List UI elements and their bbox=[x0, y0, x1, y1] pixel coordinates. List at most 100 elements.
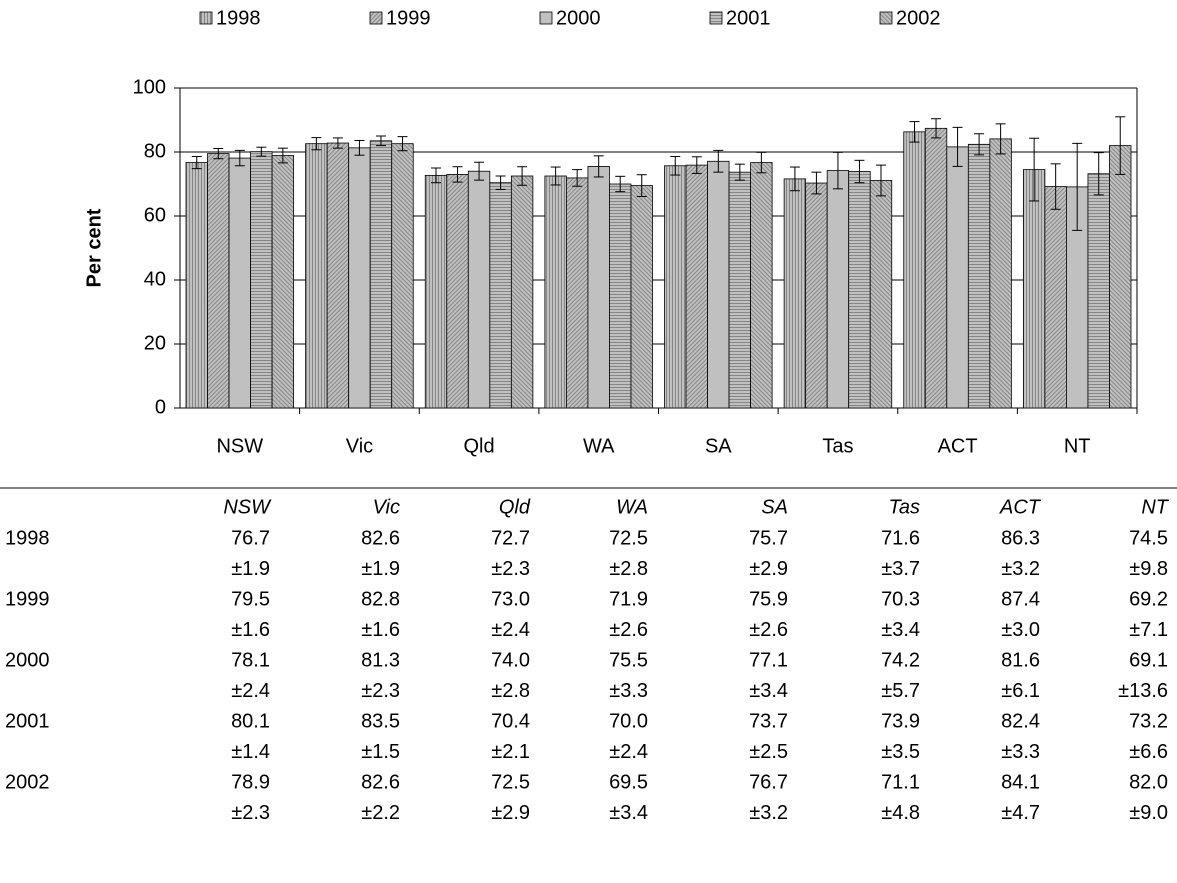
bar bbox=[489, 182, 512, 409]
bar bbox=[750, 162, 773, 409]
table-error: ±2.8 bbox=[491, 680, 530, 702]
error-bar bbox=[572, 169, 583, 187]
x-tick-label: NT bbox=[1064, 435, 1091, 457]
table-value: 87.4 bbox=[1001, 588, 1040, 610]
bar bbox=[424, 174, 448, 409]
bar bbox=[185, 162, 208, 409]
table-value: 78.9 bbox=[231, 771, 270, 793]
error-bar bbox=[995, 123, 1006, 155]
bar bbox=[989, 138, 1012, 409]
error-bar bbox=[636, 174, 647, 197]
error-bar bbox=[593, 155, 604, 178]
table-error: ±1.6 bbox=[231, 619, 270, 641]
table-error: ±6.6 bbox=[1129, 741, 1168, 763]
bar bbox=[609, 183, 632, 409]
table-value: 73.0 bbox=[491, 588, 530, 610]
table-error: ±3.2 bbox=[749, 802, 788, 824]
table-error: ±1.9 bbox=[361, 558, 400, 580]
bar bbox=[1109, 145, 1132, 409]
legend-label: 1999 bbox=[386, 7, 431, 29]
table-error: ±1.6 bbox=[361, 619, 400, 641]
table-error: ±3.3 bbox=[609, 680, 648, 702]
table-value: 73.7 bbox=[749, 710, 788, 732]
table-value: 82.4 bbox=[1001, 710, 1040, 732]
table-error: ±1.9 bbox=[231, 558, 270, 580]
table-value: 72.7 bbox=[491, 527, 530, 549]
error-bar bbox=[1072, 142, 1083, 231]
table-error: ±2.2 bbox=[361, 802, 400, 824]
table-value: 71.9 bbox=[609, 588, 648, 610]
table-value: 70.0 bbox=[609, 710, 648, 732]
error-bar bbox=[397, 136, 408, 152]
table-error: ±2.6 bbox=[609, 619, 648, 641]
table-value: 81.3 bbox=[361, 649, 400, 671]
error-bar bbox=[832, 151, 843, 190]
error-bar bbox=[311, 137, 322, 151]
error-bar bbox=[875, 164, 886, 197]
legend-swatch bbox=[539, 11, 553, 25]
table-error: ±3.2 bbox=[1001, 558, 1040, 580]
error-bar bbox=[550, 166, 561, 186]
bar bbox=[1022, 169, 1046, 409]
y-tick-label: 60 bbox=[144, 204, 166, 226]
table-header: WA bbox=[616, 496, 648, 518]
table-error: ±3.4 bbox=[749, 680, 788, 702]
table-error: ±3.3 bbox=[1001, 741, 1040, 763]
bar bbox=[1087, 173, 1110, 409]
table-error: ±2.1 bbox=[491, 741, 530, 763]
error-bar bbox=[474, 161, 485, 181]
table-error: ±3.4 bbox=[609, 802, 648, 824]
legend-label: 1998 bbox=[216, 7, 261, 29]
table-row-label: 1998 bbox=[5, 527, 50, 549]
table-header: Tas bbox=[888, 496, 920, 518]
bar bbox=[250, 151, 273, 409]
table-value: 84.1 bbox=[1001, 771, 1040, 793]
bar bbox=[805, 182, 828, 409]
table-error: ±2.4 bbox=[491, 619, 530, 641]
table-header: SA bbox=[761, 496, 788, 518]
table-value: 71.1 bbox=[881, 771, 920, 793]
x-tick-label: Vic bbox=[346, 435, 373, 457]
table-error: ±1.4 bbox=[231, 741, 270, 763]
table-value: 75.9 bbox=[749, 588, 788, 610]
error-bar bbox=[1029, 137, 1040, 202]
table-value: 76.7 bbox=[749, 771, 788, 793]
table-value: 78.1 bbox=[231, 649, 270, 671]
error-bar bbox=[713, 149, 724, 173]
y-tick-label: 40 bbox=[144, 268, 166, 290]
error-bar bbox=[1115, 116, 1126, 175]
bar bbox=[326, 142, 350, 409]
error-bar bbox=[1093, 152, 1104, 196]
x-tick-label: SA bbox=[705, 435, 732, 457]
legend-swatch bbox=[369, 11, 383, 25]
bar bbox=[305, 143, 328, 409]
bar bbox=[587, 165, 610, 409]
bar bbox=[967, 143, 991, 409]
table-value: 69.1 bbox=[1129, 649, 1168, 671]
bar bbox=[685, 164, 708, 409]
x-tick-label: Tas bbox=[822, 435, 853, 457]
table-value: 72.5 bbox=[609, 527, 648, 549]
bar bbox=[228, 157, 251, 409]
bar bbox=[869, 180, 893, 409]
table-header: NSW bbox=[223, 496, 272, 518]
table-value: 74.0 bbox=[491, 649, 530, 671]
error-bar bbox=[234, 149, 245, 167]
error-bar bbox=[213, 147, 224, 160]
error-bar bbox=[909, 121, 920, 143]
bar bbox=[1044, 186, 1067, 409]
table-error: ±2.3 bbox=[491, 558, 530, 580]
table-value: 70.4 bbox=[491, 710, 530, 732]
error-bar bbox=[789, 166, 800, 192]
table-error: ±4.8 bbox=[881, 802, 920, 824]
table-error: ±3.0 bbox=[1001, 619, 1040, 641]
y-tick-label: 0 bbox=[155, 396, 166, 418]
table-value: 69.2 bbox=[1129, 588, 1168, 610]
bar bbox=[348, 147, 371, 409]
bar bbox=[903, 131, 926, 409]
bar bbox=[510, 175, 534, 409]
legend-label: 2001 bbox=[726, 7, 771, 29]
table-value: 79.5 bbox=[231, 588, 270, 610]
table-header: Qld bbox=[499, 496, 531, 518]
